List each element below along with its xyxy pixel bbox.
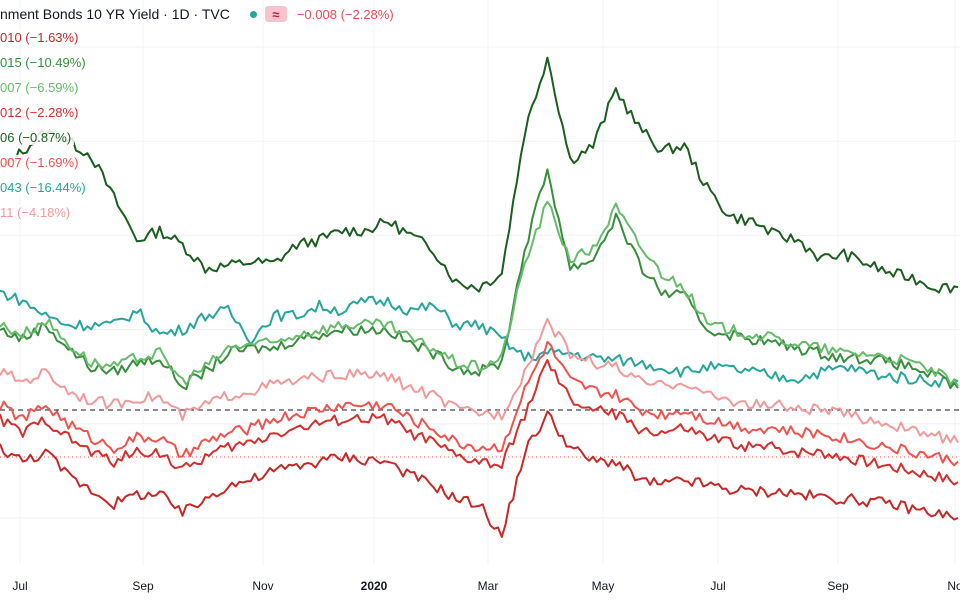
- series-line: [0, 410, 959, 538]
- symbol-title[interactable]: nment Bonds 10 YR Yield · 1D · TVC: [0, 6, 230, 22]
- legend-label: 06 (−0.87%): [0, 130, 75, 145]
- x-tick-label: Jul: [12, 579, 27, 593]
- series-line: [0, 289, 959, 388]
- legend: 010 (−1.63%) 015 (−10.49%) 007 (−6.59%) …: [0, 28, 89, 228]
- market-status-icon: [249, 10, 257, 18]
- legend-label: 007 (−1.69%): [0, 155, 82, 170]
- x-tick-label: Nov: [252, 579, 273, 593]
- series-line: [0, 340, 959, 467]
- legend-label: 043 (−16.44%): [0, 180, 89, 195]
- legend-item[interactable]: 010 (−1.63%): [0, 28, 89, 53]
- legend-label: 007 (−6.59%): [0, 80, 82, 95]
- legend-item[interactable]: 043 (−16.44%): [0, 178, 89, 203]
- x-tick-label: May: [592, 579, 615, 593]
- series-line: [0, 359, 959, 486]
- x-tick-label: 2020: [361, 579, 388, 593]
- legend-item[interactable]: 007 (−1.69%): [0, 153, 89, 178]
- legend-item[interactable]: 007 (−6.59%): [0, 78, 89, 103]
- x-tick-label: Sep: [132, 579, 154, 593]
- legend-item[interactable]: 012 (−2.28%): [0, 103, 89, 128]
- legend-label: 11 (−4.18%): [0, 205, 74, 220]
- series-line: [0, 317, 959, 444]
- legend-label: 010 (−1.63%): [0, 30, 82, 45]
- x-tick-label: Mar: [478, 579, 499, 593]
- series-lines: [0, 56, 959, 538]
- series-line: [0, 56, 959, 294]
- chart-header: nment Bonds 10 YR Yield · 1D · TVC ≈ −0.…: [0, 3, 394, 25]
- legend-label: 012 (−2.28%): [0, 105, 82, 120]
- x-tick-label: Sep: [827, 579, 849, 593]
- legend-item[interactable]: 015 (−10.49%): [0, 53, 89, 78]
- x-tick-label: No: [947, 579, 960, 593]
- grid-lines: [0, 0, 960, 565]
- legend-item[interactable]: 11 (−4.18%): [0, 203, 89, 228]
- legend-label: 015 (−10.49%): [0, 55, 89, 70]
- legend-item[interactable]: 06 (−0.87%): [0, 128, 89, 153]
- series-line: [0, 168, 959, 391]
- x-tick-label: Jul: [710, 579, 725, 593]
- price-change: −0.008 (−2.28%): [296, 6, 394, 22]
- series-line: [0, 200, 959, 387]
- compare-toggle-icon[interactable]: ≈: [264, 6, 287, 22]
- x-axis: Jul Sep Nov 2020 Mar May Jul Sep No: [12, 579, 960, 593]
